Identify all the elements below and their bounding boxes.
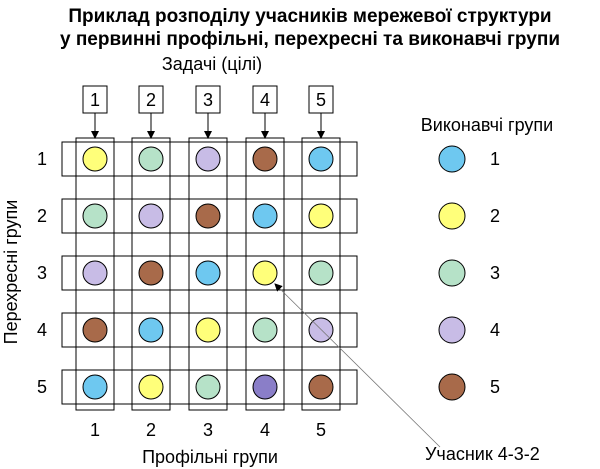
annotation-label: Учасник 4-3-2 <box>425 444 540 464</box>
column-label: 2 <box>146 420 156 440</box>
task-box <box>195 85 221 114</box>
column-axis-label: Профільні групи <box>142 447 278 467</box>
participants-grid <box>82 146 334 400</box>
row-label: 4 <box>37 320 47 340</box>
diagram-title-line1: Приклад розподілу учасників мережевої ст… <box>68 6 551 27</box>
column-label: 4 <box>260 420 270 440</box>
legend-swatch-3 <box>438 259 466 287</box>
participant-4-1 <box>82 317 108 343</box>
legend-swatch-1 <box>438 145 466 173</box>
row-labels: 1 2 3 4 5 <box>37 149 47 397</box>
task-number: 3 <box>203 90 213 110</box>
row-box <box>61 312 358 348</box>
row-box <box>61 255 358 291</box>
participant-3-3 <box>195 260 221 286</box>
legend-label: 2 <box>490 206 500 226</box>
row-boxes <box>61 141 358 405</box>
tasks-label: Задачі (цілі) <box>162 54 262 74</box>
participant-3-2 <box>138 260 164 286</box>
participant-2-1 <box>82 203 108 229</box>
column-box <box>188 137 228 411</box>
participant-2-2 <box>138 203 164 229</box>
row-label: 3 <box>37 263 47 283</box>
task-number: 4 <box>260 90 270 110</box>
legend-swatch-5 <box>438 373 466 401</box>
column-label: 1 <box>90 420 100 440</box>
participant-3-4 <box>252 260 278 286</box>
column-boxes <box>75 137 341 411</box>
column-box <box>301 137 341 411</box>
column-box <box>245 137 285 411</box>
participant-2-5 <box>308 203 334 229</box>
column-label: 3 <box>203 420 213 440</box>
column-label: 5 <box>316 420 326 440</box>
task-number: 1 <box>90 90 100 110</box>
participant-3-1 <box>82 260 108 286</box>
column-box <box>75 137 115 411</box>
legend-title: Виконавчі групи <box>421 115 553 135</box>
row-label: 5 <box>37 377 47 397</box>
legend-label: 4 <box>490 320 500 340</box>
participant-1-2 <box>138 146 164 172</box>
row-box <box>61 198 358 234</box>
participant-5-2 <box>138 374 164 400</box>
row-label: 1 <box>37 149 47 169</box>
legend-label: 5 <box>490 377 500 397</box>
row-axis-label: Перехресні групи <box>1 200 21 345</box>
participant-1-5 <box>308 146 334 172</box>
task-box <box>138 85 164 114</box>
participant-5-4 <box>252 374 278 400</box>
participant-1-4 <box>252 146 278 172</box>
annotation-pointer <box>274 283 441 448</box>
row-label: 2 <box>37 206 47 226</box>
task-markers: 1 2 3 4 5 <box>82 85 334 139</box>
participant-2-3 <box>195 203 221 229</box>
task-number: 2 <box>146 90 156 110</box>
participant-4-4 <box>252 317 278 343</box>
task-number: 5 <box>316 90 326 110</box>
task-box <box>308 85 334 114</box>
participant-1-3 <box>195 146 221 172</box>
participant-4-3 <box>195 317 221 343</box>
legend-swatch-4 <box>438 316 466 344</box>
participant-5-1 <box>82 374 108 400</box>
legend-label: 3 <box>490 263 500 283</box>
legend-labels: 1 2 3 4 5 <box>490 149 500 397</box>
row-box <box>61 369 358 405</box>
column-box <box>131 137 171 411</box>
participant-4-2 <box>138 317 164 343</box>
participant-3-5 <box>308 260 334 286</box>
column-labels: 1 2 3 4 5 <box>90 420 326 440</box>
participant-2-4 <box>252 203 278 229</box>
participant-5-5 <box>308 374 334 400</box>
legend-swatch-2 <box>438 202 466 230</box>
participant-5-3 <box>195 374 221 400</box>
legend <box>438 145 466 401</box>
participant-1-1 <box>82 146 108 172</box>
legend-label: 1 <box>490 149 500 169</box>
diagram-title-line2: у первинні профільні, перехресні та вико… <box>60 29 560 50</box>
row-box <box>61 141 358 177</box>
